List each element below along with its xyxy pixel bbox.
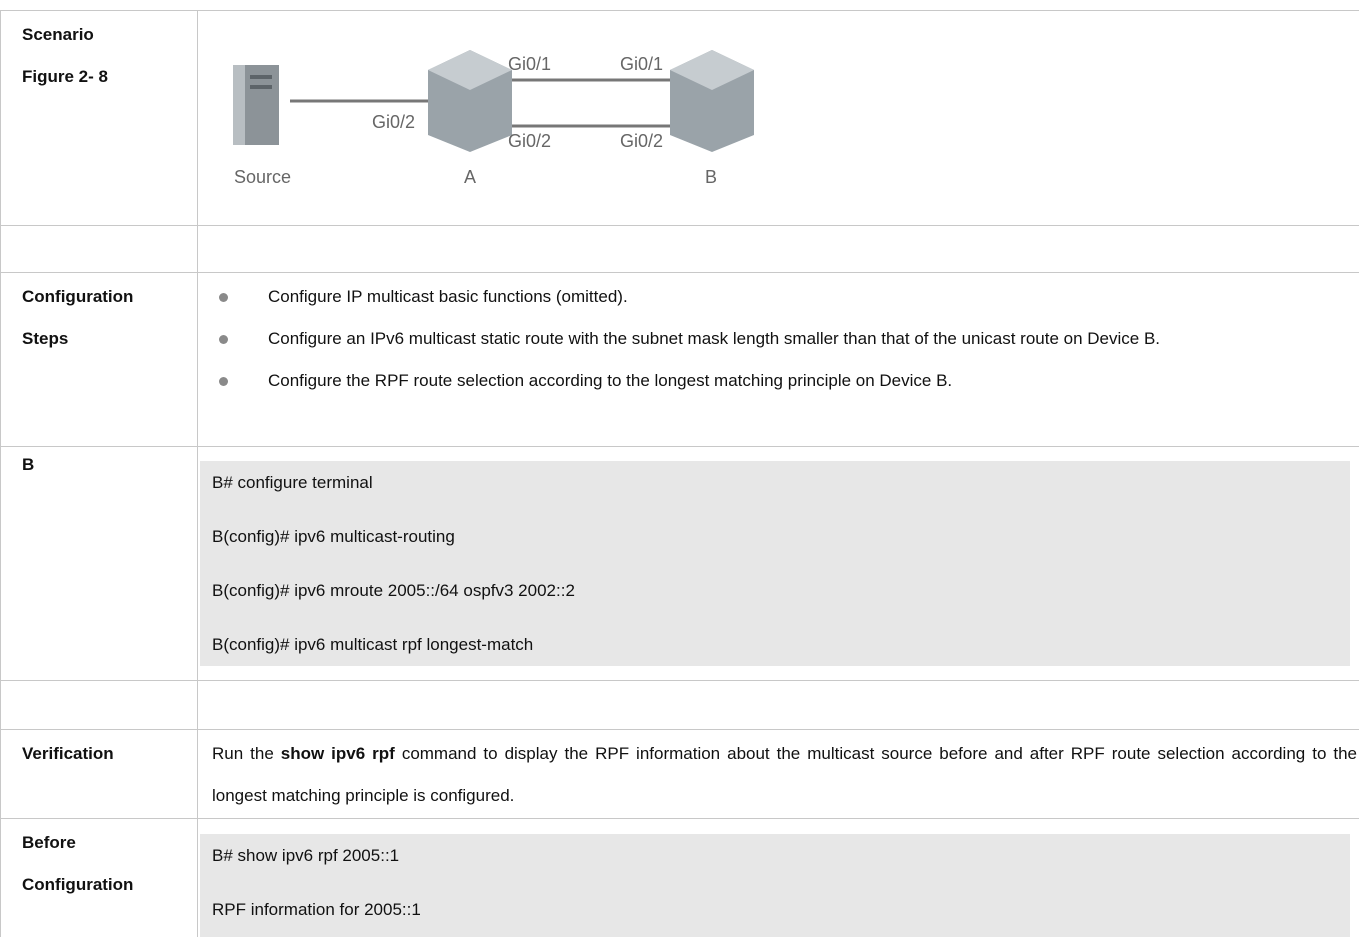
device-label: B [705, 167, 717, 187]
port-label: Gi0/2 [372, 112, 415, 132]
command: show ipv6 rpf [280, 744, 395, 763]
label: Steps [22, 329, 69, 348]
column-border [0, 10, 1, 937]
row-label: B [22, 455, 35, 474]
paragraph: Run the show ipv6 rpf command to display… [212, 733, 1357, 817]
row-border [0, 446, 1359, 447]
row-border [0, 10, 1359, 11]
bullet-item: Configure IP multicast basic functions (… [212, 276, 1357, 318]
code-line: B(config)# ipv6 mroute 2005::/64 ospfv3 … [212, 581, 575, 600]
code-line: B(config)# ipv6 multicast-routing [212, 527, 455, 546]
bullet-list: Configure IP multicast basic functions (… [212, 276, 1357, 402]
label: Scenario [22, 25, 94, 44]
label: Configuration [22, 875, 134, 894]
text: Run the [212, 744, 281, 763]
label: Configuration [22, 287, 134, 306]
row-border [0, 729, 1359, 730]
row-label: Configuration Steps [22, 276, 133, 360]
code-line: B(config)# ipv6 multicast rpf longest-ma… [212, 635, 534, 654]
row-border [0, 225, 1359, 226]
switch-icon [670, 50, 754, 152]
label: Figure 2- 8 [22, 67, 108, 86]
code-block: B# show ipv6 rpf 2005::1 RPF information… [200, 834, 1350, 937]
text: command to display the RPF information a… [212, 744, 1358, 805]
label: Before [22, 833, 76, 852]
port-label: Gi0/2 [620, 131, 663, 151]
topology-figure: Gi0/2 Gi0/1 Gi0/1 Gi0/2 Gi0/2 Source A B [233, 50, 754, 187]
device-label: Source [234, 167, 291, 187]
device-label: A [464, 167, 476, 187]
port-label: Gi0/1 [620, 54, 663, 74]
server-icon [233, 65, 279, 145]
code-line: B# show ipv6 rpf 2005::1 [212, 846, 400, 865]
bullet-item: Configure an IPv6 multicast static route… [212, 318, 1357, 360]
row-label: Verification [22, 744, 114, 763]
row-border [0, 680, 1359, 681]
code-block: B# configure terminal B(config)# ipv6 mu… [200, 461, 1350, 666]
port-label: Gi0/1 [508, 54, 551, 74]
switch-icon [428, 50, 512, 152]
row-border [0, 272, 1359, 273]
row-label: Scenario Figure 2- 8 [22, 14, 108, 98]
port-label: Gi0/2 [508, 131, 551, 151]
row-border [0, 818, 1359, 819]
bullet-item: Configure the RPF route selection accord… [212, 360, 1357, 402]
row-label: Before Configuration [22, 822, 133, 906]
code-line: RPF information for 2005::1 [212, 900, 421, 919]
column-border [197, 10, 198, 937]
code-line: B# configure terminal [212, 473, 373, 492]
